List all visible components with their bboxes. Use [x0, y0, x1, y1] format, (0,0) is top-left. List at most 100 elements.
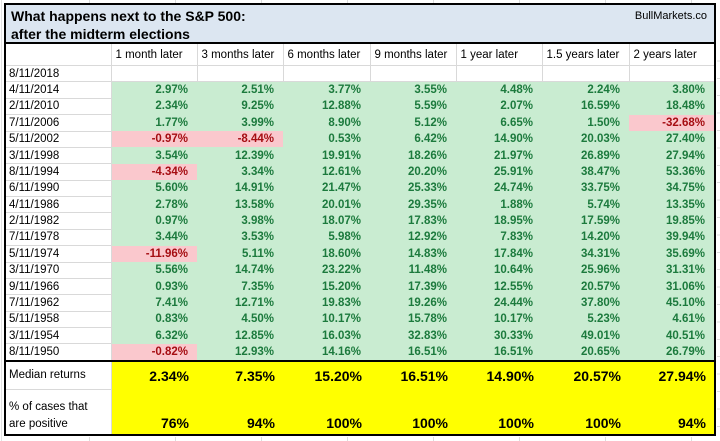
return-cell[interactable]: 17.59% [542, 212, 629, 230]
return-cell[interactable] [370, 65, 457, 83]
column-header[interactable]: 1 year later [456, 44, 543, 66]
return-cell[interactable]: 10.64% [456, 262, 542, 279]
return-cell[interactable]: 20.03% [542, 131, 629, 148]
date-cell[interactable]: 5/11/1958 [6, 311, 112, 329]
return-cell[interactable]: 25.33% [370, 180, 456, 197]
return-cell[interactable]: 16.51% [456, 343, 542, 361]
column-header[interactable]: 3 months later [197, 44, 284, 66]
pct-positive-cell[interactable]: 100% [542, 389, 629, 434]
return-cell[interactable]: 34.31% [542, 245, 629, 262]
date-cell[interactable]: 3/11/1998 [6, 147, 112, 165]
return-cell[interactable]: 31.31% [629, 262, 714, 279]
return-cell[interactable]: -11.96% [111, 245, 197, 262]
return-cell[interactable] [283, 65, 371, 83]
return-cell[interactable]: 5.11% [197, 245, 283, 262]
return-cell[interactable]: 2.51% [197, 81, 283, 99]
return-cell[interactable]: 4.48% [456, 81, 542, 99]
return-cell[interactable]: 12.61% [283, 163, 370, 181]
return-cell[interactable]: 3.54% [111, 147, 197, 164]
return-cell[interactable]: 18.07% [283, 212, 370, 230]
return-cell[interactable]: 53.36% [629, 163, 714, 181]
return-cell[interactable]: 20.65% [542, 343, 629, 361]
return-cell[interactable]: 18.60% [283, 245, 370, 262]
date-cell[interactable]: 3/11/1970 [6, 262, 112, 279]
return-cell[interactable]: 12.71% [197, 294, 283, 312]
date-cell[interactable]: 2/11/2010 [6, 98, 112, 116]
return-cell[interactable]: 14.20% [542, 229, 629, 246]
return-cell[interactable]: -8.44% [197, 131, 283, 148]
return-cell[interactable]: 25.91% [456, 163, 542, 181]
return-cell[interactable]: 39.94% [629, 229, 714, 246]
return-cell[interactable]: -0.82% [111, 343, 197, 361]
return-cell[interactable]: 2.34% [111, 98, 197, 115]
return-cell[interactable]: -4.34% [111, 163, 197, 181]
pct-positive-cell[interactable]: 94% [629, 389, 714, 434]
median-cell[interactable]: 27.94% [629, 359, 714, 390]
date-cell[interactable]: 7/11/2006 [6, 114, 112, 132]
return-cell[interactable]: 21.47% [283, 180, 370, 197]
column-header[interactable]: 1 month later [111, 44, 198, 66]
return-cell[interactable]: 10.17% [283, 311, 370, 328]
return-cell[interactable]: 20.01% [283, 196, 370, 213]
return-cell[interactable]: 5.74% [542, 196, 629, 213]
date-cell[interactable]: 5/11/1974 [6, 245, 112, 263]
return-cell[interactable]: 27.40% [629, 131, 714, 148]
return-cell[interactable] [456, 65, 543, 83]
return-cell[interactable] [197, 65, 284, 83]
return-cell[interactable]: 32.83% [370, 327, 456, 344]
return-cell[interactable]: 12.39% [197, 147, 283, 164]
return-cell[interactable]: 38.47% [542, 163, 629, 181]
column-header[interactable]: 6 months later [283, 44, 371, 66]
median-cell[interactable]: 20.57% [542, 359, 629, 390]
date-cell[interactable]: 4/11/2014 [6, 81, 112, 99]
median-cell[interactable]: 7.35% [197, 359, 283, 390]
return-cell[interactable]: 6.42% [370, 131, 456, 148]
return-cell[interactable]: 19.85% [629, 212, 714, 230]
return-cell[interactable] [629, 65, 714, 83]
return-cell[interactable]: 17.39% [370, 278, 456, 295]
return-cell[interactable]: 15.78% [370, 311, 456, 328]
date-cell[interactable]: 4/11/1986 [6, 196, 112, 214]
return-cell[interactable]: 7.83% [456, 229, 542, 246]
return-cell[interactable]: 13.58% [197, 196, 283, 213]
return-cell[interactable]: 4.61% [629, 311, 714, 328]
return-cell[interactable]: 12.85% [197, 327, 283, 344]
return-cell[interactable]: 37.80% [542, 294, 629, 312]
return-cell[interactable]: 16.59% [542, 98, 629, 115]
date-cell[interactable]: 8/11/2018 [6, 65, 112, 83]
date-cell[interactable]: 9/11/1966 [6, 278, 112, 296]
return-cell[interactable]: 3.55% [370, 81, 456, 99]
return-cell[interactable]: 21.97% [456, 147, 542, 164]
return-cell[interactable]: 40.51% [629, 327, 714, 344]
return-cell[interactable]: 17.83% [370, 212, 456, 230]
return-cell[interactable]: 5.59% [370, 98, 456, 115]
column-header[interactable]: 9 months later [370, 44, 457, 66]
return-cell[interactable]: 3.98% [197, 212, 283, 230]
date-cell[interactable]: 3/11/1954 [6, 327, 112, 345]
date-cell[interactable]: 8/11/1994 [6, 163, 112, 181]
return-cell[interactable]: 10.17% [456, 311, 542, 328]
return-cell[interactable]: -32.68% [629, 114, 714, 131]
return-cell[interactable]: 23.22% [283, 262, 370, 279]
return-cell[interactable]: 11.48% [370, 262, 456, 279]
pct-positive-cell[interactable]: 100% [456, 389, 542, 434]
return-cell[interactable]: 19.83% [283, 294, 370, 312]
return-cell[interactable]: 2.07% [456, 98, 542, 115]
return-cell[interactable]: 3.44% [111, 229, 197, 246]
median-label-cell[interactable]: Median returns [6, 359, 112, 390]
return-cell[interactable]: 12.93% [197, 343, 283, 361]
date-cell[interactable]: 7/11/1962 [6, 294, 112, 312]
return-cell[interactable]: 14.16% [283, 343, 370, 361]
return-cell[interactable]: 0.53% [283, 131, 370, 148]
return-cell[interactable]: 26.79% [629, 343, 714, 361]
return-cell[interactable]: 5.98% [283, 229, 370, 246]
return-cell[interactable]: 17.84% [456, 245, 542, 262]
return-cell[interactable]: 19.26% [370, 294, 456, 312]
return-cell[interactable]: 14.74% [197, 262, 283, 279]
return-cell[interactable]: 2.24% [542, 81, 629, 99]
return-cell[interactable]: 26.89% [542, 147, 629, 164]
return-cell[interactable]: 5.60% [111, 180, 197, 197]
return-cell[interactable]: 34.75% [629, 180, 714, 197]
return-cell[interactable]: 5.23% [542, 311, 629, 328]
return-cell[interactable]: 18.48% [629, 98, 714, 115]
